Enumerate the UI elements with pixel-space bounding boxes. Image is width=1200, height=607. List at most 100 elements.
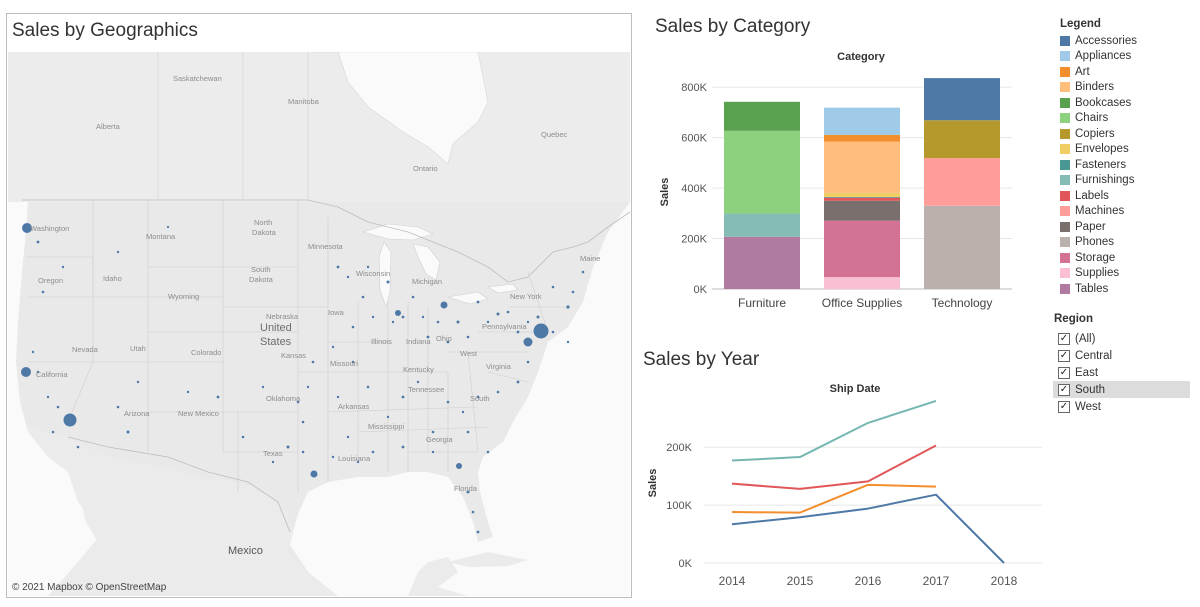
map-label-south: South (470, 394, 490, 403)
map-label-united-states-1: United (260, 322, 292, 334)
map-panel: Sales by Geographics (6, 13, 632, 598)
legend-swatch (1060, 97, 1070, 108)
legend-items: Accessories Appliances Art Binders Bookcases… (1058, 33, 1198, 297)
year-series-line-1[interactable] (731, 444, 937, 490)
region-option-all[interactable]: ✓ (All) (1053, 330, 1190, 347)
region-filter: Region ✓ (All) ✓ Central ✓ East ✓ South ✓ West (1053, 313, 1190, 415)
map-label-ohio: Ohio (436, 334, 452, 343)
legend-label: Accessories (1075, 34, 1137, 47)
legend-item-art[interactable]: Art (1058, 64, 1198, 80)
region-option-west[interactable]: ✓ West (1053, 398, 1190, 415)
legend-label: Fasteners (1075, 158, 1127, 171)
category-bar-chart[interactable]: Category Sales 0K 200K 400K 600K 800K Furnit… (650, 42, 1050, 362)
year-series-line-0[interactable] (731, 399, 937, 462)
map-label-mississippi: Mississippi (368, 422, 405, 431)
category-chart-header: Category (837, 51, 886, 63)
legend-label: Labels (1075, 189, 1109, 202)
map-label-oregon: Oregon (38, 276, 64, 285)
bar-segment-art[interactable] (824, 134, 900, 142)
legend-label: Copiers (1075, 127, 1115, 140)
year-lines[interactable] (731, 399, 1005, 564)
map-label-idaho: Idaho (103, 274, 122, 283)
legend-item-chairs[interactable]: Chairs (1058, 111, 1198, 127)
map-label-new-mexico: New Mexico (178, 409, 219, 418)
map-label-louisiana: Louisiana (338, 454, 371, 463)
legend-swatch (1060, 206, 1070, 217)
map-label-nebraska: Nebraska (266, 312, 299, 321)
category-y-tick-label: 0K (694, 284, 708, 296)
bar-segment-labels[interactable] (824, 197, 900, 201)
legend-item-furnishings[interactable]: Furnishings (1058, 173, 1198, 189)
category-bars[interactable] (724, 78, 1000, 289)
region-option-label: East (1075, 366, 1099, 379)
checkbox[interactable]: ✓ (1058, 383, 1070, 396)
legend-item-phones[interactable]: Phones (1058, 235, 1198, 251)
region-option-east[interactable]: ✓ East (1053, 364, 1190, 381)
bar-segment-appliances[interactable] (824, 107, 900, 135)
bar-segment-bookcases[interactable] (724, 101, 800, 131)
legend-item-storage[interactable]: Storage (1058, 250, 1198, 266)
bar-segment-paper[interactable] (824, 200, 900, 221)
legend-item-tables[interactable]: Tables (1058, 281, 1198, 297)
region-option-central[interactable]: ✓ Central (1053, 347, 1190, 364)
year-x-tick-label: 2015 (787, 574, 814, 588)
legend-item-appliances[interactable]: Appliances (1058, 49, 1198, 65)
legend-label: Envelopes (1075, 143, 1129, 156)
map-label-colorado: Colorado (191, 348, 222, 357)
legend-item-machines[interactable]: Machines (1058, 204, 1198, 220)
legend-item-supplies[interactable]: Supplies (1058, 266, 1198, 282)
legend-swatch (1060, 252, 1070, 263)
legend-swatch (1060, 82, 1070, 93)
checkbox[interactable]: ✓ (1058, 349, 1070, 362)
sales-map[interactable]: Saskatchewan Manitoba Alberta Quebec Ont… (8, 52, 630, 596)
year-y-tick-label: 100K (666, 500, 692, 512)
bar-segment-furnishings[interactable] (724, 213, 800, 237)
legend-item-accessories[interactable]: Accessories (1058, 33, 1198, 49)
legend-label: Machines (1075, 205, 1125, 218)
bar-segment-machines[interactable] (924, 158, 1000, 206)
map-label-tennessee: Tennessee (408, 385, 445, 394)
bar-segment-phones[interactable] (924, 205, 1000, 289)
legend-label: Phones (1075, 236, 1115, 249)
bar-segment-accessories[interactable] (924, 78, 1000, 121)
region-option-south[interactable]: ✓ South (1053, 381, 1190, 398)
legend-item-fasteners[interactable]: Fasteners (1058, 157, 1198, 173)
map-title: Sales by Geographics (12, 20, 198, 41)
legend-item-bookcases[interactable]: Bookcases (1058, 95, 1198, 111)
region-option-label: Central (1075, 349, 1113, 362)
legend-item-paper[interactable]: Paper (1058, 219, 1198, 235)
legend-label: Art (1075, 65, 1090, 78)
bar-segment-supplies[interactable] (824, 277, 900, 289)
year-x-tick-label: 2016 (855, 574, 882, 588)
bar-segment-binders[interactable] (824, 141, 900, 193)
bar-segment-copiers[interactable] (924, 120, 1000, 159)
bar-segment-envelopes[interactable] (824, 192, 900, 197)
category-y-axis-label: Sales (659, 178, 671, 207)
map-label-nevada: Nevada (72, 345, 98, 354)
legend-item-binders[interactable]: Binders (1058, 80, 1198, 96)
legend-swatch (1060, 51, 1070, 62)
legend-item-labels[interactable]: Labels (1058, 188, 1198, 204)
legend-swatch (1060, 283, 1070, 294)
bar-segment-tables[interactable] (724, 236, 800, 289)
category-x-tick-label: Technology (932, 296, 993, 310)
bar-segment-chairs[interactable] (724, 130, 800, 214)
map-label-michigan: Michigan (412, 277, 443, 286)
map-label-illinois: Illinois (371, 337, 392, 346)
bar-segment-fasteners[interactable] (824, 196, 900, 198)
checkbox[interactable]: ✓ (1058, 400, 1070, 413)
bar-segment-storage[interactable] (824, 220, 900, 278)
legend-item-copiers[interactable]: Copiers (1058, 126, 1198, 142)
map-label-quebec: Quebec (541, 130, 568, 139)
checkbox[interactable]: ✓ (1058, 366, 1070, 379)
map-label-alberta: Alberta (96, 122, 120, 131)
year-series-line-3[interactable] (731, 493, 1005, 564)
legend-label: Furnishings (1075, 174, 1135, 187)
map-label-washington: Washington (30, 224, 70, 233)
legend-item-envelopes[interactable]: Envelopes (1058, 142, 1198, 158)
map-label-oklahoma: Oklahoma (266, 394, 301, 403)
checkbox[interactable]: ✓ (1058, 332, 1070, 345)
category-y-ticks: 0K 200K 400K 600K 800K (681, 82, 707, 296)
year-series-line-2[interactable] (731, 483, 937, 514)
